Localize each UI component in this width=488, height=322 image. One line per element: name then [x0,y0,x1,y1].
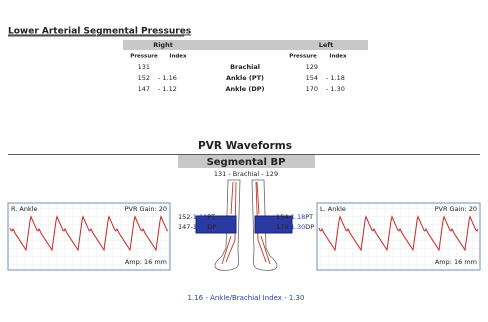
cuff-index: 1.18 [291,213,305,221]
report-title: Lower Arterial Segmental Pressures [8,27,191,37]
cell: 152 [138,74,150,82]
panel-site: L. Ankle [320,205,346,213]
cuff-site: PT [207,213,215,221]
sub-header: Index [169,54,187,60]
sub-header: Pressure [289,54,317,60]
side-header: Left [319,41,334,49]
row-label: Brachial [230,63,260,71]
cuff-pressure: 170- [276,223,291,231]
waveform [9,215,169,252]
cuff-site: PT [305,213,313,221]
cuff-pressure: 154- [276,213,291,221]
cuff-index: 1.30 [291,223,305,231]
waveform-panel: R. Ankle PVR Gain: 20 Amp: 16 mm [7,202,171,271]
panel-amp: Amp: 16 mm [435,258,477,266]
waveform [318,215,479,252]
row-label: Ankle (DP) [226,85,265,93]
cell: 147 [138,85,150,93]
section-title: PVR Waveforms [198,140,292,152]
cuff-pressure: 152- [178,213,193,221]
side-header: Right [153,41,173,49]
panel-frame [7,202,171,271]
waveform-panels: R. Ankle PVR Gain: 20 Amp: 16 mm L. Ankle PV… [7,202,481,271]
cuff-label: 147-1.12DP [178,223,216,231]
panel-gain: PVR Gain: 20 [125,205,167,213]
cuff-index: 1.12 [193,223,207,231]
cell: 129 [306,63,318,71]
table-header-bar [123,40,368,50]
cell: - 1.18 [326,74,345,82]
cell: - 1.12 [158,85,177,93]
cell: 170 [306,85,318,93]
cuff-label: 154-1.18PT [276,213,313,221]
waveform-panel: L. Ankle PVR Gain: 20 Amp: 16 mm [316,202,481,271]
panel-gain: PVR Gain: 20 [435,205,477,213]
panel-frame [316,202,481,271]
segment-bar [178,155,315,168]
feet-illustration [195,179,293,271]
cuff-site: DP [207,223,216,231]
cuff-site: DP [305,223,314,231]
sub-header: Pressure [130,54,158,60]
abi-line: 1.16 - Ankle/Brachial Index - 1.30 [188,294,305,302]
cuff-label: 152-1.10PT [178,213,215,221]
cell: 154 [306,74,318,82]
segment-title: Segmental BP [207,157,286,168]
sub-header: Index [329,54,347,60]
cuff-pressure: 147- [178,223,193,231]
cuff-label: 170-1.30DP [276,223,314,231]
cell: - 1.30 [326,85,345,93]
cuff-index: 1.10 [193,213,207,221]
row-label: Ankle (PT) [226,74,264,82]
cell: 131 [138,63,150,71]
panel-amp: Amp: 16 mm [125,258,167,266]
brachial-line: 131 - Brachial - 129 [214,170,278,178]
table-body: 131 Brachial 129 152 - 1.16 Ankle (PT) 154 - 1.… [138,63,345,93]
cell: - 1.16 [158,74,177,82]
panel-site: R. Ankle [11,205,38,213]
